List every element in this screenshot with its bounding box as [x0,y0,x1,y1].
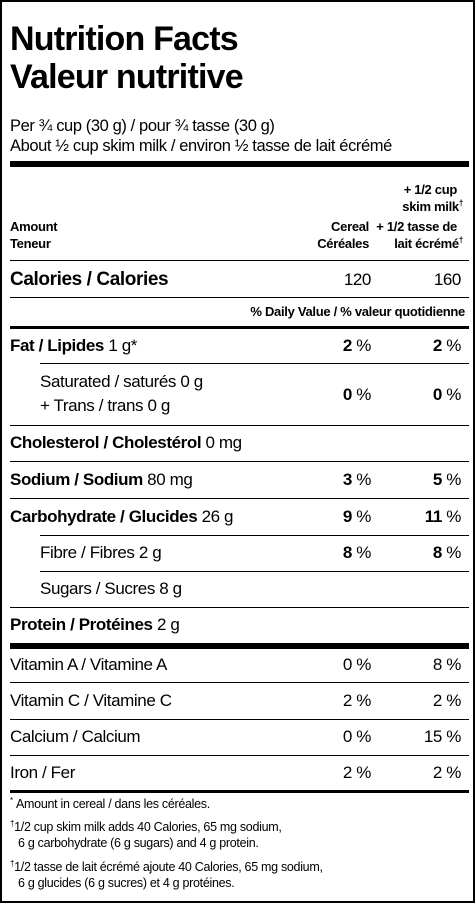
rule [10,719,469,720]
serving-size: Per ¾ cup (30 g) / pour ¾ tasse (30 g) [10,117,275,135]
sodium-label: Sodium / Sodium [10,470,143,489]
footnote-milk-en-2: 6 g carbohydrate (6 g sugars) and 4 g pr… [18,836,259,850]
title-french: Valeur nutritive [10,58,244,96]
vitamin-a-row: Vitamin A / Vitamine A 0 % 8 % [10,653,469,677]
calcium-milk-dv: 15 [423,727,443,746]
fibre-label: Fibre / Fibres 2 g [40,543,162,562]
iron-milk-dv: 2 [432,763,442,782]
footnote-milk-en-1: †1/2 cup skim milk adds 40 Calories, 65 … [10,818,282,834]
saturated-label: Saturated / saturés 0 g [40,372,203,391]
daily-value-header: % Daily Value / % valeur quotidienne [250,304,465,319]
fibre-milk-dv: 8 [432,543,442,562]
calories-milk: 160 [433,270,462,289]
saturated-cereal-dv: 0 [342,385,352,404]
protein-row: Protein / Protéines 2 g [10,613,469,637]
cereal-column-header: Cereal [331,219,369,234]
teneur-label: Teneur [10,236,51,251]
calories-cereal: 120 [343,270,372,289]
vitamin-a-milk-dv: 8 [432,655,442,674]
fat-amount: 1 g* [108,336,137,355]
vitamin-c-milk-dv: 2 [432,691,442,710]
sugars-label: Sugars / Sucres 8 g [40,579,182,598]
footnote-milk-fr-1: †1/2 tasse de lait écrémé ajoute 40 Calo… [10,858,323,874]
fat-row: Fat / Lipides 1 g* 2 % 2 % [10,336,461,355]
carbohydrate-row: Carbohydrate / Glucides 26 g 9 % 11 % [10,507,461,526]
vitamin-a-cereal-dv: 0 [342,655,352,674]
medium-rule [10,790,469,793]
rule [10,461,469,462]
iron-label: Iron / Fer [10,763,75,782]
footnote-milk-fr-2: 6 g glucides (6 g sucres) et 4 g protéin… [18,876,235,890]
milk-header-line2: skim milk† [402,198,463,214]
fibre-row: Fibre / Fibres 2 g 8 % 8 % [10,541,469,565]
calcium-cereal-dv: 0 [342,727,352,746]
rule [10,607,469,608]
calories-label: Calories / Calories [10,269,169,290]
cholesterol-label: Cholesterol / Cholestérol [10,433,202,452]
trans-label: + Trans / trans 0 g [40,396,170,415]
rule [40,363,469,364]
calcium-row: Calcium / Calcium 0 % 15 % [10,725,469,749]
sodium-amount: 80 mg [147,470,193,489]
carbohydrate-amount: 26 g [201,507,234,526]
fat-cereal-dv: 2 [342,336,352,355]
rule [10,297,469,298]
rule [10,755,469,756]
iron-cereal-dv: 2 [342,763,352,782]
thick-rule [10,643,469,649]
vitamin-a-label: Vitamin A / Vitamine A [10,655,167,674]
protein-amount: 2 g [156,615,180,634]
milk-header-line4: lait écrémé† [394,235,463,251]
fibre-cereal-dv: 8 [342,543,352,562]
cereales-column-header: Céréales [317,236,369,251]
sodium-milk-dv: 5 [432,470,442,489]
sodium-row: Sodium / Sodium 80 mg 3 % 5 % [10,470,461,489]
saturated-trans-row: Saturated / saturés 0 g + Trans / trans … [40,372,461,415]
rule [10,498,469,499]
sodium-cereal-dv: 3 [342,470,352,489]
carbohydrate-cereal-dv: 9 [342,507,352,526]
footnote-amount: * Amount in cereal / dans les céréales. [10,795,210,811]
medium-rule [10,326,469,329]
cholesterol-amount: 0 mg [205,433,243,452]
milk-header-line3: + 1/2 tasse de [376,219,457,234]
amount-label: Amount [10,219,58,234]
fat-milk-dv: 2 [432,336,442,355]
rule [10,425,469,426]
cholesterol-row: Cholesterol / Cholestérol 0 mg [10,431,469,455]
serving-milk: About ½ cup skim milk / environ ½ tasse … [10,137,392,155]
title-english: Nutrition Facts [10,20,239,58]
calcium-label: Calcium / Calcium [10,727,141,746]
rule [10,682,469,683]
vitamin-c-label: Vitamin C / Vitamine C [10,691,172,710]
rule [40,535,469,536]
vitamin-c-row: Vitamin C / Vitamine C 2 % 2 % [10,689,469,713]
carbohydrate-label: Carbohydrate / Glucides [10,507,198,526]
vitamin-c-cereal-dv: 2 [342,691,352,710]
rule [40,571,469,572]
iron-row: Iron / Fer 2 % 2 % [10,761,469,785]
thick-rule [10,161,469,167]
saturated-milk-dv: 0 [432,385,442,404]
milk-header-line1: + 1/2 cup [403,182,458,197]
carbohydrate-milk-dv: 11 [424,507,443,526]
sugars-row: Sugars / Sucres 8 g [10,577,469,601]
calories-row: Calories / Calories 120 160 [10,268,469,292]
fat-label: Fat / Lipides [10,336,104,355]
protein-label: Protein / Protéines [10,615,153,634]
rule [10,260,469,261]
